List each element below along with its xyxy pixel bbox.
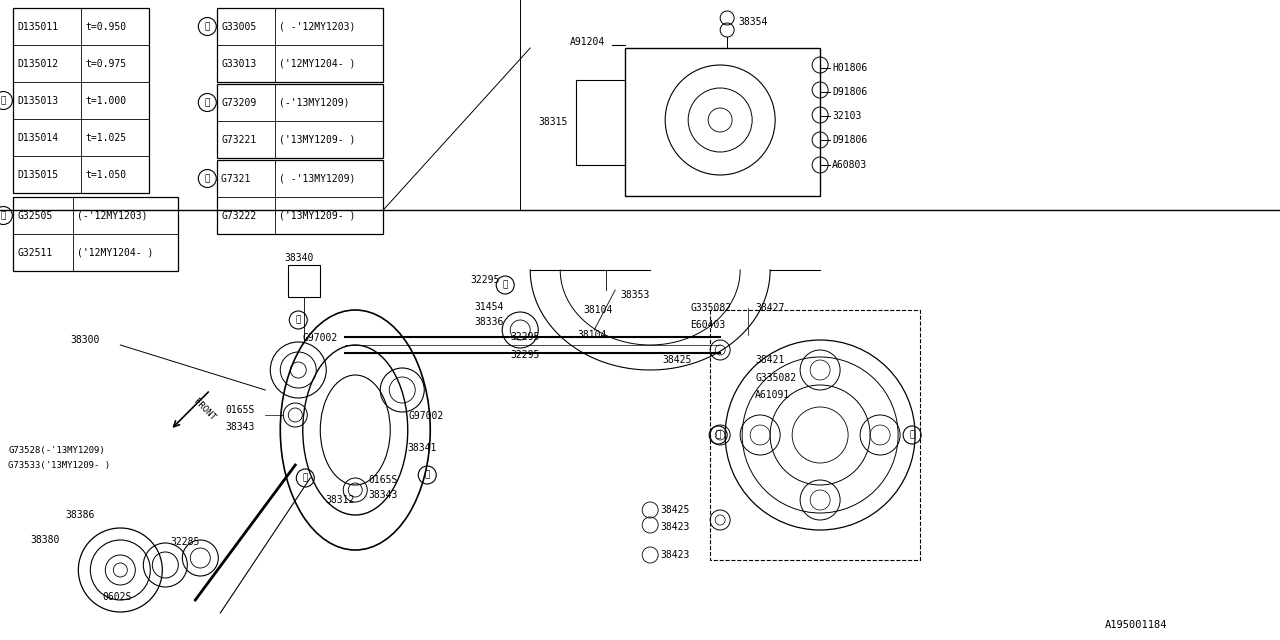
- Text: G33005: G33005: [221, 22, 256, 31]
- Text: D135013: D135013: [18, 95, 59, 106]
- Bar: [288, 265, 320, 297]
- Text: 32295: 32295: [470, 275, 499, 285]
- Text: A195001184: A195001184: [1105, 620, 1167, 630]
- Text: D135012: D135012: [18, 58, 59, 68]
- Text: ①: ①: [716, 431, 721, 440]
- Text: 32103: 32103: [832, 111, 861, 121]
- Text: ('12MY1204- ): ('12MY1204- ): [77, 248, 154, 257]
- Text: 38354: 38354: [739, 17, 768, 27]
- Text: 38353: 38353: [621, 290, 649, 300]
- Text: 38386: 38386: [65, 510, 95, 520]
- Bar: [13, 197, 178, 271]
- Text: ②: ②: [302, 474, 308, 483]
- Text: 38340: 38340: [284, 253, 314, 263]
- Text: 38425: 38425: [660, 505, 690, 515]
- Text: (-'12MY1203): (-'12MY1203): [77, 211, 148, 221]
- Text: G73209: G73209: [221, 97, 256, 108]
- Bar: [218, 84, 383, 158]
- Text: 38104: 38104: [584, 305, 613, 315]
- Text: ③: ③: [205, 22, 210, 31]
- Text: 32295: 32295: [511, 332, 540, 342]
- Text: 32285: 32285: [170, 537, 200, 547]
- Text: 38312: 38312: [325, 495, 355, 505]
- Text: ( -'12MY1203): ( -'12MY1203): [279, 22, 356, 31]
- Text: 32295: 32295: [511, 350, 540, 360]
- Text: G73528(-'13MY1209): G73528(-'13MY1209): [9, 445, 105, 454]
- Text: G335082: G335082: [690, 303, 731, 313]
- Text: 38380: 38380: [31, 535, 60, 545]
- Text: 0165S: 0165S: [225, 405, 255, 415]
- Text: D135011: D135011: [18, 22, 59, 31]
- Text: ('12MY1204- ): ('12MY1204- ): [279, 58, 356, 68]
- Text: G73533('13MY1209- ): G73533('13MY1209- ): [9, 461, 110, 470]
- Text: 38425: 38425: [662, 355, 691, 365]
- Text: ⑤: ⑤: [205, 174, 210, 183]
- Text: (-'13MY1209): (-'13MY1209): [279, 97, 349, 108]
- Text: 38336: 38336: [474, 317, 503, 327]
- Text: 38343: 38343: [225, 422, 255, 432]
- Text: ('13MY1209- ): ('13MY1209- ): [279, 134, 356, 145]
- Text: 0602S: 0602S: [102, 592, 132, 602]
- Text: G73221: G73221: [221, 134, 256, 145]
- Text: ③: ③: [503, 280, 508, 289]
- Text: 38341: 38341: [407, 443, 436, 453]
- Text: A91204: A91204: [570, 37, 605, 47]
- Text: t=0.975: t=0.975: [86, 58, 127, 68]
- Text: A61091: A61091: [755, 390, 790, 400]
- Text: ①: ①: [1, 96, 6, 105]
- Bar: [625, 48, 820, 196]
- Text: G73222: G73222: [221, 211, 256, 221]
- Text: 38315: 38315: [538, 117, 567, 127]
- Bar: [218, 8, 383, 82]
- Text: A60803: A60803: [832, 160, 868, 170]
- Bar: [13, 8, 150, 193]
- Text: 38423: 38423: [660, 522, 690, 532]
- Text: D91806: D91806: [832, 87, 868, 97]
- Text: t=0.950: t=0.950: [86, 22, 127, 31]
- Text: ( -'13MY1209): ( -'13MY1209): [279, 173, 356, 184]
- Text: ①: ①: [909, 431, 915, 440]
- Text: 38300: 38300: [70, 335, 100, 345]
- Text: ('13MY1209- ): ('13MY1209- ): [279, 211, 356, 221]
- Text: G33013: G33013: [221, 58, 256, 68]
- Text: G97002: G97002: [408, 411, 443, 421]
- Text: 38423: 38423: [660, 550, 690, 560]
- Text: G335082: G335082: [755, 373, 796, 383]
- Text: G32511: G32511: [18, 248, 52, 257]
- Text: t=1.050: t=1.050: [86, 170, 127, 179]
- Text: D91806: D91806: [832, 135, 868, 145]
- Text: G7321: G7321: [221, 173, 256, 184]
- Text: 0165S: 0165S: [369, 475, 398, 485]
- Text: G32505: G32505: [18, 211, 52, 221]
- Text: 38104: 38104: [577, 330, 607, 340]
- Text: D135014: D135014: [18, 132, 59, 143]
- Text: 31454: 31454: [474, 302, 503, 312]
- Text: 38421: 38421: [755, 355, 785, 365]
- Text: 38427: 38427: [755, 303, 785, 313]
- Text: G97002: G97002: [302, 333, 338, 343]
- Bar: [218, 160, 383, 234]
- Text: t=1.025: t=1.025: [86, 132, 127, 143]
- Text: D135015: D135015: [18, 170, 59, 179]
- Text: H01806: H01806: [832, 63, 868, 73]
- Text: E60403: E60403: [690, 320, 726, 330]
- Text: ④: ④: [296, 316, 301, 324]
- Text: ⑤: ⑤: [425, 470, 430, 479]
- Text: FRONT: FRONT: [191, 397, 216, 422]
- Text: ④: ④: [205, 98, 210, 107]
- Text: ②: ②: [1, 211, 6, 220]
- Text: t=1.000: t=1.000: [86, 95, 127, 106]
- Text: 38343: 38343: [369, 490, 398, 500]
